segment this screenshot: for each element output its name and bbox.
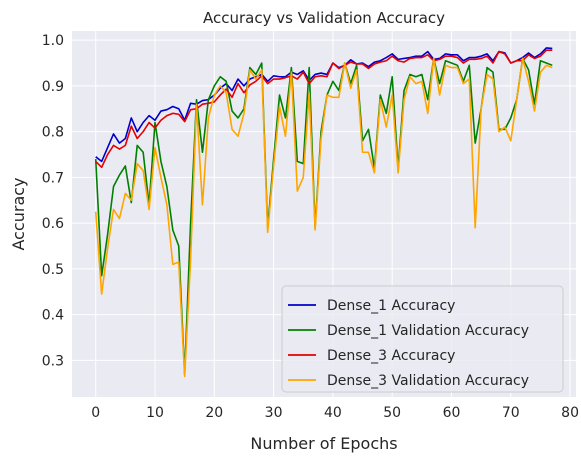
x-tick-label: 20	[205, 405, 223, 421]
legend-label-dense-3-accuracy: Dense_3 Accuracy	[327, 348, 455, 364]
chart-title: Accuracy vs Validation Accuracy	[203, 9, 445, 27]
legend: Dense_1 Accuracy Dense_1 Validation Accur…	[282, 286, 563, 392]
x-tick-labels: 0 10 20 30 40 50 60 70 80	[91, 405, 579, 421]
y-tick-label: 0.9	[42, 79, 64, 95]
y-tick-label: 0.5	[42, 262, 64, 278]
x-tick-label: 10	[146, 405, 164, 421]
x-tick-label: 30	[265, 405, 283, 421]
x-axis-label: Number of Epochs	[250, 434, 397, 453]
legend-label-dense-1-validation-accuracy: Dense_1 Validation Accuracy	[327, 323, 529, 339]
y-tick-label: 0.7	[42, 170, 64, 186]
y-axis-label: Accuracy	[9, 177, 28, 250]
y-tick-labels: 0.3 0.4 0.5 0.6 0.7 0.8 0.9 1.0	[42, 33, 64, 369]
y-tick-label: 0.4	[42, 308, 64, 324]
x-tick-label: 60	[443, 405, 461, 421]
y-tick-label: 0.8	[42, 125, 64, 141]
legend-label-dense-3-validation-accuracy: Dense_3 Validation Accuracy	[327, 373, 529, 389]
x-tick-label: 50	[383, 405, 401, 421]
y-tick-label: 1.0	[42, 33, 64, 49]
x-tick-label: 80	[561, 405, 579, 421]
x-tick-label: 70	[502, 405, 520, 421]
y-tick-label: 0.6	[42, 216, 64, 232]
legend-label-dense-1-accuracy: Dense_1 Accuracy	[327, 298, 455, 314]
y-tick-label: 0.3	[42, 353, 64, 369]
x-tick-label: 40	[324, 405, 342, 421]
x-tick-label: 0	[91, 405, 100, 421]
